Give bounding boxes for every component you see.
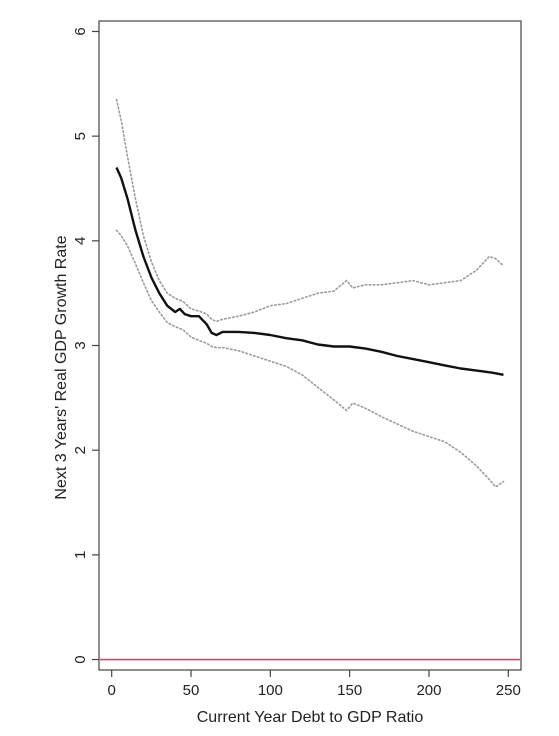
x-tick-label: 250 [496,682,521,699]
y-tick-label: 6 [72,27,89,35]
upper-band-line [115,98,505,323]
x-tick-label: 150 [337,682,362,699]
plot-frame [98,20,522,671]
lower-band-line [115,229,505,488]
x-axis: 0 50 100 150 200 250 [108,670,521,699]
y-tick-label: 2 [72,446,89,454]
estimate-line [115,167,504,376]
y-tick-label: 0 [72,655,89,663]
y-tick-label: 5 [72,132,89,140]
x-axis-title: Current Year Debt to GDP Ratio [197,709,424,726]
y-axis: 0 1 2 3 4 5 6 [72,27,99,664]
x-tick-label: 200 [416,682,441,699]
y-tick-label: 4 [72,237,89,245]
x-tick-label: 0 [108,682,116,699]
x-tick-label: 100 [258,682,283,699]
estimate-line-group [115,167,504,376]
confidence-band-group [115,98,505,488]
y-axis-title: Next 3 Years' Real GDP Growth Rate [53,235,70,499]
x-tick-label: 50 [183,682,200,699]
y-tick-label: 1 [72,551,89,559]
y-tick-label: 3 [72,341,89,349]
